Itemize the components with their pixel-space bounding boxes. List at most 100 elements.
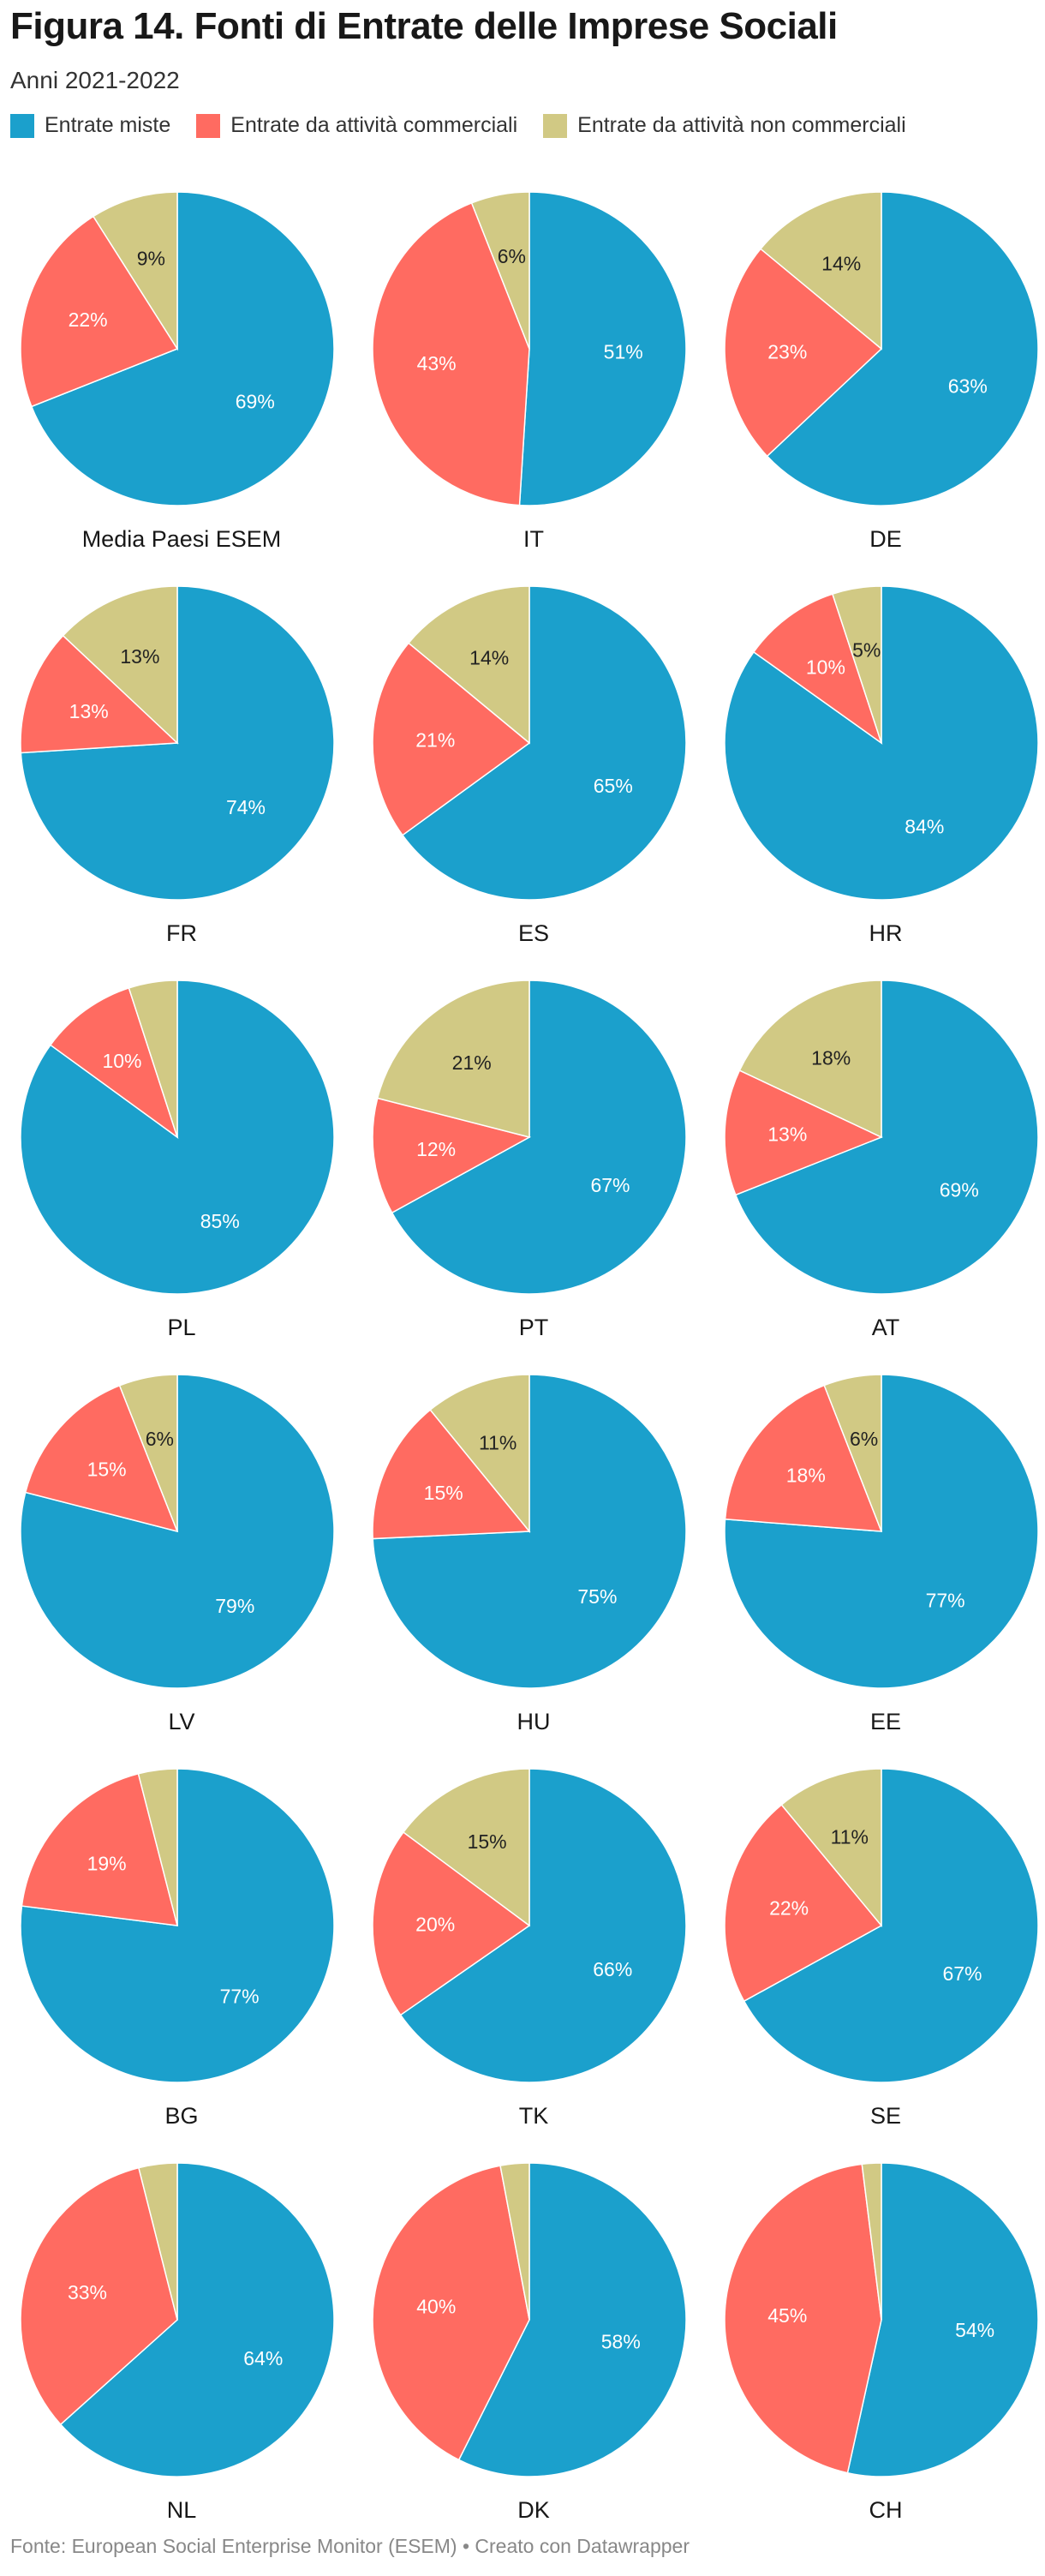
pie-slice-commercial xyxy=(21,1772,179,1926)
pie-slice-noncommercial xyxy=(118,1375,178,1532)
pie-chart: 67% 22% 11% xyxy=(724,1769,1039,2083)
pie-slice-commercial xyxy=(724,1069,883,1196)
pie-chart: 85% 10% xyxy=(20,980,335,1295)
pie-slice-commercial xyxy=(24,1384,179,1533)
pie-chart: 51% 43% 6% xyxy=(372,192,687,506)
pie-slice-noncommercial xyxy=(137,1769,178,1926)
pie-chart: 75% 15% 11% xyxy=(372,1375,687,1689)
legend-swatch-noncommercial xyxy=(543,113,568,138)
pie-chart: 77% 18% 6% xyxy=(724,1375,1039,1689)
pie-slice-noncommercial xyxy=(138,2163,178,2321)
pie-cell: 67% 12% 21% PT xyxy=(362,980,705,1357)
pie-country-label: IT xyxy=(523,526,544,552)
pie-data-label: 54% xyxy=(955,2319,994,2341)
pie-data-label: 13% xyxy=(767,1123,807,1146)
pie-data-label: 15% xyxy=(424,1482,463,1504)
pie-data-label: 20% xyxy=(415,1913,455,1935)
pie-cell: 67% 22% 11% SE xyxy=(714,1769,1045,2146)
pie-slice-commercial xyxy=(372,642,531,836)
pie-data-label: 18% xyxy=(811,1046,851,1069)
pie-slice-mixed xyxy=(20,1375,335,1689)
pie-country-label: SE xyxy=(869,2103,902,2129)
pie-data-label: 45% xyxy=(767,2304,807,2327)
pie-chart: 69% 13% 18% xyxy=(724,980,1039,1295)
pie-slice-commercial xyxy=(724,1803,883,2003)
pie-data-label: 65% xyxy=(594,775,633,797)
legend-item-commercial: Entrate da attività commerciali xyxy=(196,113,517,138)
pie-country-label: TK xyxy=(518,2103,549,2129)
pie-country-label: HU xyxy=(517,1709,551,1734)
pie-data-label: 79% xyxy=(215,1595,254,1617)
pie-slice-mixed xyxy=(20,1769,335,2083)
pie-country-label: CH xyxy=(869,2497,903,2523)
pie-country-label: DE xyxy=(869,526,902,552)
pie-data-label: 40% xyxy=(416,2296,456,2318)
pie-slice-mixed xyxy=(724,1375,1039,1689)
pie-slice-noncommercial xyxy=(823,1375,882,1532)
pie-slice-commercial xyxy=(49,987,179,1139)
pie-slice-commercial xyxy=(372,201,530,506)
pie-slice-noncommercial xyxy=(376,980,530,1138)
pie-country-label: AT xyxy=(871,1315,900,1340)
pie-country-label: BG xyxy=(164,2103,199,2129)
pie-cell: 63% 23% 14% DE xyxy=(714,192,1045,569)
pie-slice-commercial xyxy=(724,1384,883,1532)
pie-cell: 66% 20% 15% TK xyxy=(362,1769,705,2146)
legend-swatch-commercial xyxy=(196,113,221,138)
chart-subtitle: Anni 2021-2022 xyxy=(10,67,180,93)
pie-slice-noncommercial xyxy=(402,1769,530,1927)
pie-slice-mixed xyxy=(30,192,335,506)
pie-slice-noncommercial xyxy=(759,192,882,350)
pie-data-label: 6% xyxy=(850,1428,878,1450)
legend-swatch-mixed xyxy=(10,113,34,138)
pie-slice-noncommercial xyxy=(407,586,530,745)
pie-data-label: 43% xyxy=(417,352,457,374)
pie-country-label: FR xyxy=(166,920,197,946)
pie-slice-commercial xyxy=(20,634,179,754)
pie-slice-noncommercial xyxy=(780,1769,882,1928)
pie-data-label: 66% xyxy=(593,1958,632,1980)
pie-data-label: 5% xyxy=(852,639,881,662)
pie-data-label: 67% xyxy=(942,1962,982,1985)
pie-country-label: HR xyxy=(869,920,903,946)
pie-data-label: 63% xyxy=(948,375,988,398)
legend-item-noncommercial: Entrate da attività non commerciali xyxy=(543,113,906,138)
pie-country-label: PL xyxy=(167,1315,196,1340)
legend-label-noncommercial: Entrate da attività non commerciali xyxy=(577,113,906,137)
pie-cell: 65% 21% 14% ES xyxy=(362,586,705,963)
pie-data-label: 6% xyxy=(146,1428,174,1450)
legend-label-mixed: Entrate miste xyxy=(45,113,171,137)
pie-cell: 77% 18% 6% EE xyxy=(714,1375,1045,1752)
pie-country-label: EE xyxy=(869,1709,902,1734)
pie-data-label: 67% xyxy=(590,1174,630,1196)
pie-slice-noncommercial xyxy=(128,980,178,1138)
pie-slice-mixed xyxy=(59,2163,335,2477)
pie-slice-mixed xyxy=(846,2163,1039,2477)
pie-data-label: 84% xyxy=(905,816,944,838)
pie-country-label: NL xyxy=(166,2497,197,2523)
pie-country-label: ES xyxy=(517,920,550,946)
pie-data-label: 11% xyxy=(831,1826,869,1848)
pie-slice-noncommercial xyxy=(831,586,882,744)
pie-cell: 64% 33% NL xyxy=(10,2163,353,2540)
pie-slice-mixed xyxy=(518,192,687,506)
pie-country-label: LV xyxy=(168,1709,195,1734)
pie-cell: 69% 13% 18% AT xyxy=(714,980,1045,1357)
pie-data-label: 69% xyxy=(236,391,275,413)
pie-slice-mixed xyxy=(401,586,687,901)
pie-slice-commercial xyxy=(372,1409,531,1540)
pie-country-label: PT xyxy=(518,1315,549,1340)
pie-data-label: 51% xyxy=(604,340,643,362)
pie-slice-mixed xyxy=(399,1769,687,2083)
pie-slice-commercial xyxy=(20,2166,178,2426)
pie-slice-mixed xyxy=(734,980,1039,1295)
pie-data-label: 74% xyxy=(226,796,266,818)
pie-data-label: 21% xyxy=(452,1051,492,1074)
pie-slice-commercial xyxy=(372,1097,532,1214)
pie-slice-mixed xyxy=(457,2163,687,2477)
pie-data-label: 22% xyxy=(769,1896,809,1919)
pie-chart: 65% 21% 14% xyxy=(372,586,687,901)
pie-cell: 58% 40% DK xyxy=(362,2163,705,2540)
chart-title: Figura 14. Fonti di Entrate delle Impres… xyxy=(10,5,838,47)
pie-data-label: 85% xyxy=(200,1210,240,1232)
